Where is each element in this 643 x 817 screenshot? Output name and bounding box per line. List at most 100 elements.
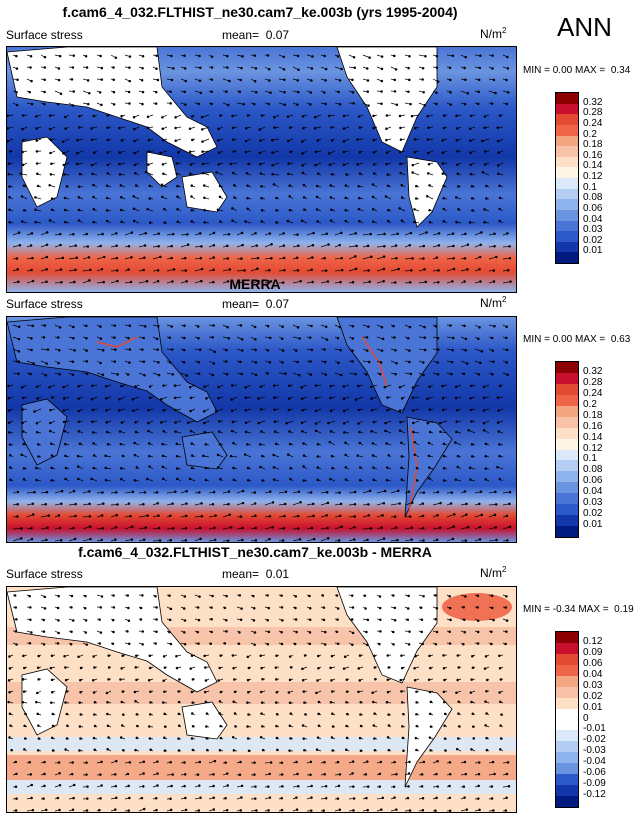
wind-vector-head <box>365 336 369 339</box>
wind-vector-head <box>7 139 9 143</box>
wind-vector-head <box>296 326 300 329</box>
wind-vector-head <box>378 606 382 610</box>
wind-vector-head <box>314 115 317 119</box>
wind-vector-head <box>113 324 117 327</box>
wind-vector-head <box>371 454 375 457</box>
wind-vector-head <box>358 441 362 445</box>
wind-vector-head <box>78 725 82 728</box>
wind-vector-head <box>289 666 293 669</box>
wind-vector-head <box>115 269 119 272</box>
wind-vector-head <box>296 772 299 776</box>
colorbar-swatch <box>556 730 578 742</box>
wind-vector-head <box>330 139 334 142</box>
wind-vector-head <box>359 749 363 752</box>
wind-vector-head <box>312 231 315 235</box>
wind-vector-head <box>191 725 195 728</box>
wind-vector-head <box>29 66 32 69</box>
wind-vector-head <box>174 421 177 424</box>
wind-vector-head <box>351 360 354 363</box>
wind-vector-head <box>483 667 487 670</box>
wind-vector-head <box>30 526 33 530</box>
wind-vector-head <box>505 78 508 82</box>
wind-vector-head <box>237 642 241 645</box>
wind-vector-head <box>259 736 263 739</box>
wind-vector-head <box>17 350 21 353</box>
wind-vector-head <box>435 606 439 610</box>
wind-vector-head <box>387 454 391 457</box>
wind-vector-head <box>141 630 144 633</box>
wind-vector <box>390 503 400 506</box>
wind-vector-head <box>21 421 24 425</box>
wind-vector-head <box>215 171 218 174</box>
wind-vector-head <box>449 324 452 327</box>
wind-vector-head <box>455 747 459 751</box>
wind-vector-head <box>198 491 201 494</box>
wind-vector-head <box>353 515 356 518</box>
wind-vector-head <box>434 594 437 597</box>
wind-vector-head <box>218 712 221 715</box>
wind-vector-head <box>115 759 118 763</box>
wind-vector-head <box>370 255 373 259</box>
wind-vector-head <box>314 150 318 154</box>
wind-vector-head <box>398 207 401 210</box>
wind-vector-head <box>310 526 314 530</box>
colorbar-tick-label: 0.03 <box>583 224 603 236</box>
wind-vector-head <box>99 361 102 365</box>
wind-vector-head <box>336 642 340 645</box>
wind-vector-head <box>400 690 403 693</box>
wind-vector-head <box>56 606 60 610</box>
wind-vector-head <box>337 539 341 542</box>
wind-vector-head <box>255 244 258 247</box>
wind-vector-head <box>395 103 399 107</box>
wind-vector-head <box>301 409 304 412</box>
wind-vector-head <box>275 678 278 681</box>
wind-vector-head <box>247 713 250 716</box>
colorbar-swatch <box>556 719 578 731</box>
wind-vector-head <box>253 797 257 800</box>
wind-vector-head <box>188 127 192 131</box>
wind-vector-head <box>174 490 177 494</box>
wind-vector-head <box>115 491 118 494</box>
wind-vector-head <box>190 442 194 445</box>
wind-vector <box>138 515 148 518</box>
wind-vector-head <box>89 537 92 541</box>
wind-vector-head <box>449 78 452 82</box>
wind-vector-head <box>358 196 361 200</box>
wind-vector <box>264 502 274 506</box>
wind-vector-head <box>288 724 292 727</box>
wind-vector-head <box>78 442 82 445</box>
wind-vector-head <box>85 773 88 776</box>
wind-vector-head <box>419 606 423 609</box>
wind-vector-head <box>423 104 427 107</box>
wind-vector-head <box>121 690 125 693</box>
wind-vector-head <box>190 195 193 198</box>
wind-vector-head <box>426 397 429 401</box>
wind-vector-head <box>437 232 441 235</box>
wind-vector-head <box>65 712 69 716</box>
wind-vector-head <box>241 243 244 247</box>
wind-vector-head <box>51 724 55 728</box>
wind-vector-head <box>330 208 333 211</box>
wind-vector-head <box>468 127 472 130</box>
wind-vector-head <box>73 537 77 541</box>
wind-vector-head <box>415 184 418 188</box>
wind-vector-head <box>100 66 104 70</box>
wind-vector-head <box>156 269 160 272</box>
wind-vector-head <box>31 513 35 516</box>
units-label: N/m2 <box>480 26 507 41</box>
wind-vector-head <box>490 630 493 634</box>
wind-vector-head <box>311 244 315 247</box>
colorbar-swatch <box>556 188 578 200</box>
wind-vector-head <box>322 606 326 609</box>
wind-vector-head <box>298 337 302 340</box>
wind-vector-head <box>400 701 404 704</box>
wind-vector-head <box>338 79 342 82</box>
wind-vector-head <box>93 151 96 154</box>
wind-vector-head <box>324 325 328 328</box>
wind-vector-head <box>63 173 66 176</box>
wind-vector-head <box>259 654 262 657</box>
wind-vector-head <box>325 338 329 341</box>
wind-vector-head <box>114 56 118 60</box>
wind-vector-head <box>324 796 328 800</box>
wind-vector-head <box>394 526 398 529</box>
